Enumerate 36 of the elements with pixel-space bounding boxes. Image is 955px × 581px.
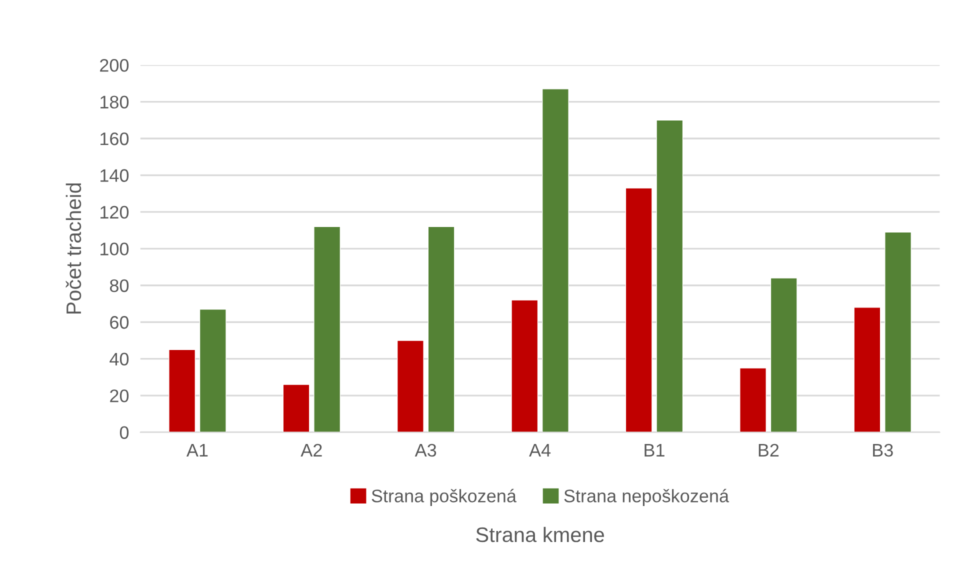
y-tick-label: 120 bbox=[100, 206, 129, 219]
y-tick-label: 180 bbox=[100, 96, 129, 109]
bar bbox=[884, 232, 912, 432]
y-tick-label: 100 bbox=[100, 242, 129, 256]
y-tick-label: 40 bbox=[110, 352, 129, 366]
bar bbox=[854, 307, 881, 432]
x-tick-label: A3 bbox=[414, 444, 436, 457]
x-tick-label: B2 bbox=[758, 444, 779, 456]
x-tick-label: A2 bbox=[300, 444, 322, 456]
bar bbox=[625, 188, 652, 432]
y-tick-label: 160 bbox=[100, 132, 129, 146]
bar bbox=[656, 120, 684, 432]
x-tick-label: A4 bbox=[529, 444, 551, 456]
y-tick-label: 140 bbox=[100, 169, 129, 182]
bar bbox=[770, 278, 798, 432]
x-tick-label: B1 bbox=[644, 444, 664, 456]
y-axis-title: Počet tracheid bbox=[66, 183, 82, 314]
bar bbox=[168, 349, 196, 432]
bar bbox=[396, 340, 424, 432]
bar bbox=[740, 368, 766, 432]
bar bbox=[511, 300, 538, 432]
bar bbox=[282, 384, 310, 432]
x-tick-label: A1 bbox=[186, 444, 208, 456]
legend-label: Strana nepoškozená bbox=[564, 488, 730, 506]
bar bbox=[199, 308, 226, 432]
y-tick-label: 80 bbox=[110, 279, 129, 292]
x-tick-label: B3 bbox=[873, 444, 893, 457]
y-tick-label: 0 bbox=[120, 426, 129, 439]
bar bbox=[314, 226, 341, 432]
bar bbox=[428, 226, 455, 432]
bar bbox=[542, 88, 569, 432]
legend-label: Strana poškozená bbox=[372, 488, 516, 506]
y-tick-label: 200 bbox=[100, 59, 129, 72]
y-tick-label: 20 bbox=[110, 389, 129, 402]
y-tick-label: 60 bbox=[110, 316, 129, 329]
x-axis-title: Strana kmene bbox=[476, 526, 604, 542]
